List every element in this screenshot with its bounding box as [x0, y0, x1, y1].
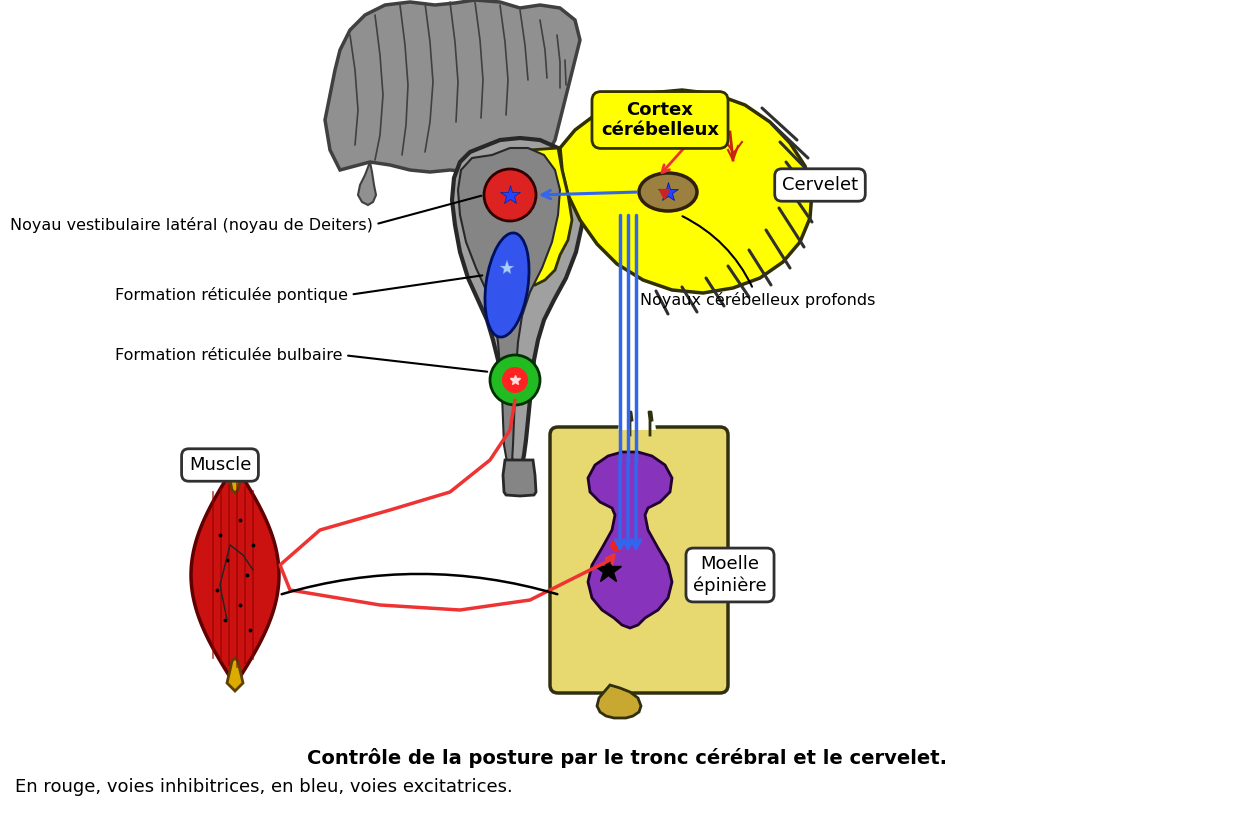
Text: Cortex
cérébelleux: Cortex cérébelleux — [601, 100, 719, 140]
FancyBboxPatch shape — [551, 427, 729, 693]
Text: En rouge, voies inhibitrices, en bleu, voies excitatrices.: En rouge, voies inhibitrices, en bleu, v… — [15, 778, 513, 796]
Polygon shape — [528, 148, 572, 285]
Polygon shape — [325, 0, 581, 172]
Polygon shape — [561, 90, 813, 293]
Circle shape — [484, 169, 535, 221]
Text: Formation réticulée bulbaire: Formation réticulée bulbaire — [115, 348, 488, 371]
Text: Noyaux cérébelleux profonds: Noyaux cérébelleux profonds — [640, 216, 875, 308]
Polygon shape — [618, 405, 656, 430]
Polygon shape — [227, 658, 243, 691]
Polygon shape — [597, 685, 641, 718]
Text: Muscle: Muscle — [189, 456, 251, 474]
Ellipse shape — [485, 233, 529, 337]
Polygon shape — [451, 138, 584, 468]
Text: Contrôle de la posture par le tronc cérébral et le cervelet.: Contrôle de la posture par le tronc céré… — [307, 748, 947, 768]
Text: Cervelet: Cervelet — [782, 176, 858, 194]
Text: Formation réticulée pontique: Formation réticulée pontique — [115, 276, 483, 303]
Ellipse shape — [640, 173, 697, 211]
Circle shape — [490, 355, 540, 405]
Polygon shape — [357, 162, 376, 205]
Text: Noyau vestibulaire latéral (noyau de Deiters): Noyau vestibulaire latéral (noyau de Dei… — [10, 196, 482, 233]
Polygon shape — [227, 460, 243, 493]
Polygon shape — [458, 148, 561, 466]
Polygon shape — [588, 452, 672, 628]
Text: Moelle
épinière: Moelle épinière — [693, 556, 766, 595]
Polygon shape — [191, 465, 278, 685]
Circle shape — [502, 367, 528, 393]
Polygon shape — [503, 460, 535, 496]
